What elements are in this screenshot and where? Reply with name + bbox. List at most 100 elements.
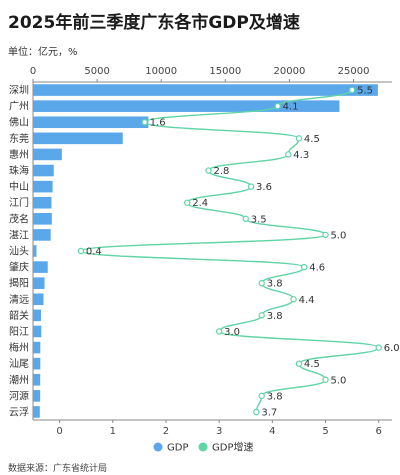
growth-point-湛江	[322, 231, 329, 239]
growth-data-label: 5.5	[357, 86, 373, 97]
growth-point-汕尾	[295, 360, 303, 367]
gdp-bar-汕尾	[33, 357, 41, 370]
top-tick-label: 10000	[145, 66, 177, 77]
growth-point-阳江	[215, 328, 223, 335]
category-label: 潮州	[9, 373, 29, 386]
bottom-tick-label: 1	[110, 426, 116, 437]
growth-point-珠海	[205, 167, 212, 174]
gdp-bar-江门	[33, 196, 52, 209]
gdp-bar-河源	[33, 390, 41, 402]
gdp-bar-韶关	[33, 309, 41, 322]
top-tick-label: 0	[30, 66, 36, 77]
category-label: 汕尾	[9, 358, 29, 370]
growth-point-惠州	[285, 151, 292, 158]
bottom-tick-label: 3	[216, 426, 222, 437]
category-label: 云浮	[9, 406, 29, 418]
growth-data-label: 4.3	[293, 150, 309, 161]
growth-point-韶关	[258, 312, 265, 319]
growth-point-梅州	[375, 344, 382, 351]
growth-point-江门	[184, 199, 191, 206]
gdp-bar-汕头	[33, 245, 37, 257]
bottom-tick-label: 0	[56, 426, 62, 437]
bottom-tick-label: 4	[269, 426, 275, 437]
gdp-bar-云浮	[33, 406, 40, 418]
legend-gdp-marker	[153, 442, 163, 452]
category-label: 揭阳	[9, 277, 29, 290]
category-label: 肇庆	[9, 261, 29, 274]
top-tick-label: 25000	[338, 66, 370, 77]
growth-point-茂名	[242, 215, 249, 223]
growth-point-清远	[290, 296, 297, 303]
category-label: 湛江	[9, 229, 29, 241]
growth-point-汕头	[77, 247, 85, 255]
growth-point-深圳	[348, 86, 356, 94]
legend-growth-label: GDP增速	[212, 441, 253, 454]
gdp-bar-珠海	[33, 164, 54, 177]
growth-data-label: 5.0	[331, 230, 347, 241]
category-label: 河源	[9, 389, 29, 402]
legend-gdp-label: GDP	[167, 443, 188, 454]
gdp-bar-广州	[33, 100, 340, 112]
growth-data-label: 3.0	[224, 327, 240, 338]
bottom-tick-label: 6	[376, 426, 382, 437]
gdp-bar-佛山	[33, 116, 149, 129]
growth-point-肇庆	[301, 263, 308, 271]
growth-point-潮州	[322, 376, 329, 383]
growth-data-label: 0.4	[86, 247, 102, 258]
growth-data-label: 2.8	[214, 166, 230, 177]
gdp-bar-东莞	[33, 132, 123, 145]
gdp-bar-肇庆	[33, 261, 48, 273]
growth-point-佛山	[141, 119, 148, 126]
chart-title: 2025年前三季度广东各市GDP及增速	[8, 13, 300, 33]
category-label: 韶关	[9, 309, 29, 322]
category-label: 东莞	[9, 132, 29, 145]
gdp-bar-湛江	[33, 229, 51, 241]
growth-point-广州	[274, 102, 281, 110]
gdp-bar-梅州	[33, 341, 41, 354]
growth-data-label: 1.6	[150, 118, 166, 129]
growth-point-河源	[258, 392, 265, 400]
growth-data-label: 2.4	[192, 198, 208, 209]
gdp-bar-揭阳	[33, 277, 45, 289]
growth-data-label: 3.7	[261, 407, 277, 418]
growth-data-label: 3.5	[251, 214, 267, 225]
category-label: 汕头	[9, 246, 29, 258]
top-tick-label: 15000	[209, 66, 241, 77]
category-label: 阳江	[9, 326, 29, 338]
gdp-bar-惠州	[33, 148, 62, 161]
category-label: 清远	[9, 293, 29, 306]
growth-data-label: 4.5	[304, 359, 320, 370]
top-tick-label: 5000	[84, 66, 109, 77]
category-label: 中山	[9, 180, 29, 193]
growth-data-label: 3.8	[267, 311, 283, 322]
growth-data-label: 4.4	[299, 295, 315, 306]
gdp-bar-潮州	[33, 373, 41, 386]
growth-data-label: 4.5	[304, 134, 320, 145]
bottom-tick-label: 5	[322, 426, 328, 437]
category-label: 佛山	[9, 116, 29, 129]
bottom-tick-label: 2	[163, 426, 169, 437]
category-label: 深圳	[9, 85, 29, 97]
category-label: 珠海	[9, 164, 29, 177]
growth-point-云浮	[253, 408, 260, 416]
gdp-bar-茂名	[33, 213, 52, 225]
gdp-bar-深圳	[33, 84, 378, 96]
growth-data-label: 3.6	[256, 182, 272, 193]
category-label: 江门	[9, 196, 29, 209]
growth-point-中山	[247, 183, 255, 190]
growth-data-label: 6.0	[384, 343, 400, 354]
growth-data-label: 3.8	[267, 391, 283, 402]
growth-data-label: 3.8	[267, 279, 283, 290]
unit-label: 单位：亿元，%	[8, 47, 78, 58]
growth-data-label: 5.0	[331, 375, 347, 386]
gdp-bar-清远	[33, 293, 44, 306]
growth-data-label: 4.1	[283, 102, 299, 113]
gdp-bar-阳江	[33, 325, 42, 338]
growth-point-东莞	[295, 135, 303, 142]
legend-growth-marker	[198, 442, 208, 452]
category-label: 茂名	[9, 212, 29, 225]
category-label: 惠州	[9, 148, 29, 161]
source-note: 数据来源：广东省统计局	[8, 464, 108, 474]
growth-point-揭阳	[258, 279, 265, 287]
